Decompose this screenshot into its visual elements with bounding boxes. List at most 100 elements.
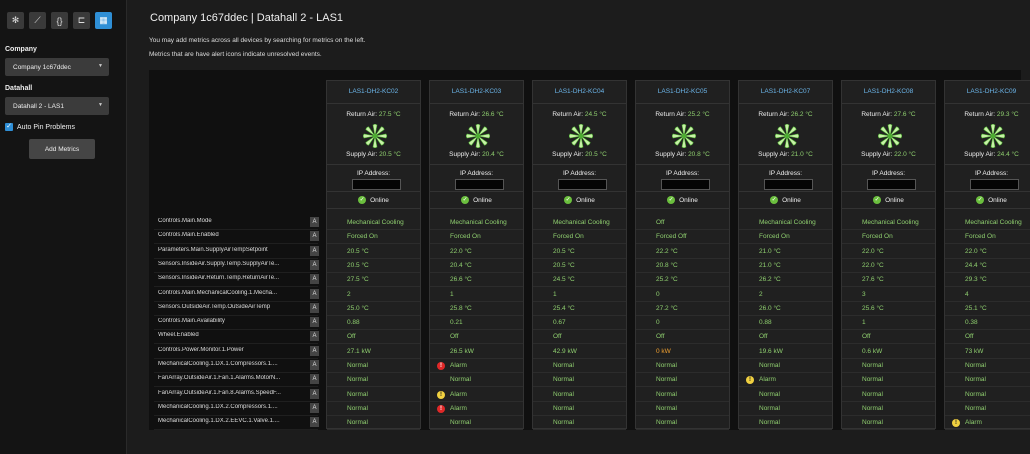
metric-alert-toggle[interactable]: A xyxy=(310,217,319,227)
metric-value-cell: 0.21 xyxy=(430,316,523,331)
metric-alert-toggle[interactable]: A xyxy=(310,274,319,285)
datahall-select[interactable]: Datahall 2 - LAS1 ▼ xyxy=(5,97,109,115)
metric-alert-toggle[interactable]: A xyxy=(310,345,319,356)
metric-alert-toggle[interactable]: A xyxy=(310,302,319,313)
metric-alert-toggle[interactable]: A xyxy=(310,317,319,328)
metric-value: Mechanical Cooling xyxy=(450,219,507,226)
metric-value: Off xyxy=(759,333,768,341)
device-name-link[interactable]: LAS1-DH2-KC09 xyxy=(945,81,1030,104)
metric-value: Normal xyxy=(862,390,883,398)
ip-address-redacted xyxy=(455,179,504,190)
metric-value: 25.8 °C xyxy=(450,304,472,312)
supply-air-value: 20.8 °C xyxy=(688,151,710,158)
metric-value: 3 xyxy=(862,290,866,298)
device-name-link[interactable]: LAS1-DH2-KC08 xyxy=(842,81,935,104)
online-status: ✓ Online xyxy=(327,196,420,204)
metric-value: 25.1 °C xyxy=(965,304,987,312)
metric-value: Mechanical Cooling xyxy=(553,219,610,226)
supply-air-label: Supply Air: xyxy=(449,151,483,158)
supply-air-label: Supply Air: xyxy=(964,151,998,158)
metric-value-cell: Normal xyxy=(533,388,626,402)
metric-value-cell: 20.8 °C xyxy=(636,259,729,273)
alarm-yellow-icon[interactable]: ! xyxy=(746,376,754,385)
device-name-link[interactable]: LAS1-DH2-KC05 xyxy=(636,81,729,104)
add-metrics-button[interactable]: Add Metrics xyxy=(29,139,95,159)
supply-air-value: 21.0 °C xyxy=(791,151,813,158)
device-name-link[interactable]: LAS1-DH2-KC02 xyxy=(327,81,420,104)
snowflake-icon[interactable]: ✻ xyxy=(7,12,24,29)
metric-value-cell: Normal xyxy=(533,373,626,388)
hierarchy-icon[interactable]: ⊏ xyxy=(73,12,90,29)
metric-value: 25.4 °C xyxy=(553,304,575,312)
metric-alert-toggle[interactable]: A xyxy=(310,360,319,370)
table-icon[interactable]: ▦ xyxy=(95,12,112,29)
metric-value: 21.0 °C xyxy=(759,247,781,255)
metric-alert-toggle[interactable]: A xyxy=(310,402,319,413)
auto-pin-label: Auto Pin Problems xyxy=(17,123,75,131)
metric-row: Wheel.Enabled A xyxy=(154,329,319,345)
metric-value: Forced On xyxy=(759,233,790,241)
company-select[interactable]: Company 1c67ddec ▼ xyxy=(5,58,109,76)
device-name-link[interactable]: LAS1-DH2-KC03 xyxy=(430,81,523,104)
ip-address-redacted xyxy=(661,179,710,190)
metric-alert-toggle[interactable]: A xyxy=(310,245,319,256)
metric-value: 27.5 °C xyxy=(347,276,369,284)
metric-value: 27.2 °C xyxy=(656,304,678,312)
metric-value-cell: 25.4 °C xyxy=(533,302,626,316)
metric-alert-toggle[interactable]: A xyxy=(310,331,319,342)
metric-value-cell: 1 xyxy=(842,316,935,331)
online-status: ✓ Online xyxy=(430,196,523,204)
metric-alert-toggle[interactable]: A xyxy=(310,288,319,299)
metric-value-cell: 2 xyxy=(327,288,420,302)
metric-alert-toggle[interactable]: A xyxy=(310,417,319,428)
metric-value-cell: ! Alarm xyxy=(430,388,523,402)
metric-alert-toggle[interactable]: A xyxy=(310,231,319,242)
metric-row: FanArray.OutsideAir.1.Fan.8.Alarms.Speed… xyxy=(154,387,319,402)
metric-value-cell: Normal xyxy=(327,402,420,416)
metric-row: MechanicalCooling.1.DX.2.EEVC.1.Valve.1.… xyxy=(154,415,319,431)
return-air-value: 27.6 °C xyxy=(893,111,916,118)
auto-pin-problems-checkbox[interactable]: ✓ Auto Pin Problems xyxy=(5,123,75,131)
metric-value: 19.6 kW xyxy=(759,347,783,355)
metric-value-cell: 25.8 °C xyxy=(430,302,523,316)
metric-alert-toggle[interactable]: A xyxy=(310,374,319,385)
return-air-reading: Return Air: 27.6 °C xyxy=(842,111,935,118)
device-name-link[interactable]: LAS1-DH2-KC04 xyxy=(533,81,626,104)
return-air-label: Return Air: xyxy=(449,111,482,118)
return-air-value: 29.3 °C xyxy=(996,111,1019,118)
alarm-red-icon[interactable]: ! xyxy=(437,362,445,370)
fan-icon xyxy=(877,123,903,149)
supply-air-label: Supply Air: xyxy=(758,151,792,158)
divider xyxy=(430,208,523,209)
alarm-red-icon[interactable]: ! xyxy=(437,404,445,413)
braces-icon[interactable]: {} xyxy=(51,12,68,29)
divider xyxy=(327,208,420,209)
metric-value-cell: Normal xyxy=(533,359,626,373)
line-chart-icon[interactable]: ⟋ xyxy=(29,12,46,29)
alarm-yellow-icon[interactable]: ! xyxy=(437,390,445,399)
metric-value: Off xyxy=(862,333,871,341)
metric-value: 4 xyxy=(965,290,969,298)
metric-alert-toggle[interactable]: A xyxy=(310,259,319,270)
fan-icon xyxy=(568,123,594,149)
metric-value-cell: Normal xyxy=(430,373,523,388)
metric-value-cell: Mechanical Cooling xyxy=(945,216,1030,230)
metric-value-cell: 22.0 °C xyxy=(842,245,935,259)
device-name-link[interactable]: LAS1-DH2-KC07 xyxy=(739,81,832,104)
metric-value: Normal xyxy=(450,376,471,384)
metric-value: 0.67 xyxy=(553,319,566,327)
metric-value: Normal xyxy=(656,404,677,412)
check-circle-icon: ✓ xyxy=(564,196,573,204)
supply-air-value: 20.4 °C xyxy=(482,151,504,158)
metric-value-cell: 2 xyxy=(739,288,832,302)
metric-value: 22.2 °C xyxy=(656,247,678,255)
company-select-value: Company 1c67ddec xyxy=(13,63,71,71)
metric-alert-toggle[interactable]: A xyxy=(310,388,319,399)
alarm-yellow-icon[interactable]: ! xyxy=(952,419,960,428)
divider xyxy=(327,164,420,165)
metric-value-cell: 0 xyxy=(636,288,729,302)
return-air-reading: Return Air: 24.5 °C xyxy=(533,111,626,118)
metrics-panel: Controls.Main.Mode A Controls.Main.Enabled… xyxy=(149,70,1030,431)
metric-value-cell: Forced On xyxy=(533,230,626,245)
metric-value: Normal xyxy=(759,404,780,412)
